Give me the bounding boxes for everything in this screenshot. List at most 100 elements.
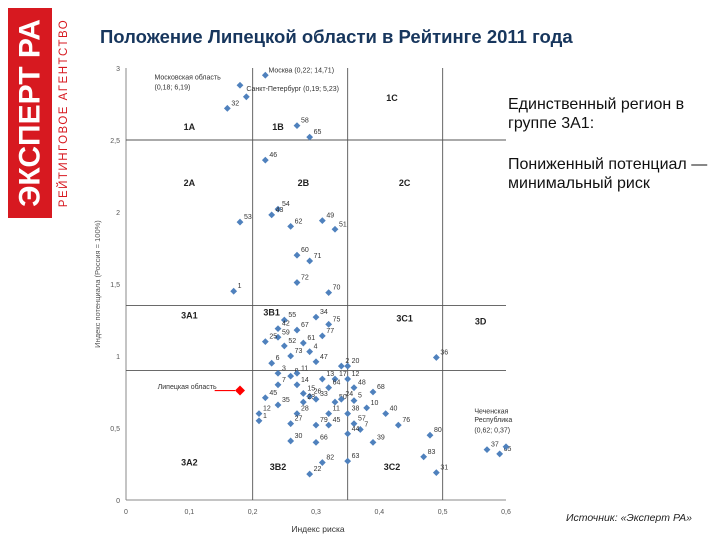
data-point bbox=[312, 313, 320, 321]
data-point-label: 72 bbox=[301, 275, 309, 282]
data-point-label: 11 bbox=[301, 365, 308, 372]
data-point bbox=[483, 446, 491, 453]
data-point bbox=[287, 223, 295, 230]
data-point-label: 60 bbox=[301, 247, 309, 254]
data-point-label: 51 bbox=[339, 221, 347, 228]
data-point bbox=[236, 81, 244, 89]
data-point bbox=[363, 404, 371, 412]
data-point bbox=[293, 251, 301, 259]
data-point-label: 1 bbox=[263, 413, 267, 420]
data-point bbox=[287, 420, 295, 428]
y-tick-label: 0,5 bbox=[110, 426, 120, 433]
data-point-label: 42 bbox=[282, 321, 290, 328]
data-point-label: 7 bbox=[282, 377, 286, 384]
data-point-label: 36 bbox=[440, 349, 448, 356]
data-point bbox=[293, 369, 301, 377]
data-point-label: 49 bbox=[326, 213, 334, 220]
data-point-label: 32 bbox=[231, 100, 239, 107]
data-point-label: 39 bbox=[377, 434, 385, 441]
data-point-label: 1 bbox=[238, 283, 242, 290]
data-point-label: 54 bbox=[282, 201, 290, 208]
data-point-label: 23 bbox=[307, 394, 315, 401]
data-point bbox=[344, 375, 352, 383]
y-axis-label: Индекс потенциала (Россия = 100%) bbox=[93, 220, 102, 348]
data-point bbox=[344, 410, 352, 417]
data-point bbox=[287, 372, 295, 380]
data-point-label: 14 bbox=[301, 377, 309, 384]
data-point-label: 33 bbox=[320, 391, 328, 398]
data-point-label: 35 bbox=[282, 397, 290, 404]
data-point-label: 4 bbox=[314, 344, 318, 351]
data-point bbox=[382, 410, 390, 417]
data-point-label: 25 bbox=[269, 334, 277, 341]
chart-annotation: Республика bbox=[474, 416, 512, 424]
data-point-label: 26 bbox=[314, 388, 322, 395]
data-point-label: 61 bbox=[307, 335, 315, 342]
data-point bbox=[274, 333, 282, 341]
data-point bbox=[293, 279, 301, 286]
zone-label: 2C bbox=[399, 178, 411, 188]
data-point bbox=[318, 459, 326, 466]
data-point-label: 79 bbox=[320, 417, 328, 424]
side-text-low-potential: Пониженный потенциал — минимальный риск bbox=[508, 156, 708, 192]
data-point-label: 27 bbox=[295, 416, 303, 423]
data-point bbox=[350, 384, 358, 392]
data-point bbox=[280, 316, 288, 324]
data-point-label: 20 bbox=[352, 358, 360, 365]
y-tick-label: 0 bbox=[116, 498, 120, 505]
data-point-label: 11 bbox=[333, 406, 340, 413]
data-point-label: 70 bbox=[333, 285, 341, 292]
data-point bbox=[318, 375, 326, 383]
data-point-label: 52 bbox=[288, 338, 296, 345]
data-point bbox=[274, 325, 282, 333]
data-point bbox=[261, 156, 269, 164]
data-point bbox=[325, 410, 333, 417]
data-point-label: 68 bbox=[377, 384, 385, 391]
zone-label: 3B1 bbox=[263, 308, 280, 318]
data-point-label: 5 bbox=[358, 393, 362, 400]
data-point bbox=[356, 426, 364, 433]
data-point bbox=[344, 430, 352, 438]
expert-ra-logo: ЭКСПЕРТ РА РЕЙТИНГОВОЕ АГЕНТСТВО bbox=[8, 8, 70, 218]
data-point-label: 45 bbox=[269, 390, 277, 397]
data-point bbox=[255, 417, 263, 425]
data-point-label: 40 bbox=[390, 406, 398, 413]
data-point bbox=[306, 392, 314, 400]
data-point bbox=[337, 362, 345, 370]
data-point-label: 37 bbox=[491, 442, 499, 449]
side-text-unique-region: Единственный регион в группе 3А1: bbox=[508, 96, 685, 132]
data-point bbox=[432, 469, 440, 477]
data-point-label: 62 bbox=[295, 218, 303, 225]
data-point-label: 71 bbox=[314, 253, 322, 260]
zone-label: 1C bbox=[386, 93, 398, 103]
data-point bbox=[312, 358, 320, 366]
data-point-label: 75 bbox=[333, 316, 341, 323]
data-point-label: 12 bbox=[263, 406, 271, 413]
data-point bbox=[306, 257, 314, 265]
data-point-label: 28 bbox=[301, 406, 309, 413]
data-point bbox=[287, 352, 295, 360]
zone-label: 1A bbox=[184, 122, 196, 132]
source-note: Источник: «Эксперт РА» bbox=[566, 512, 692, 524]
data-point-label: 59 bbox=[282, 329, 290, 336]
data-point bbox=[255, 410, 263, 417]
lipetsk-highlight-point bbox=[235, 385, 245, 396]
data-point bbox=[236, 218, 244, 226]
data-point-label: 53 bbox=[244, 214, 252, 221]
data-point-label: 7 bbox=[364, 421, 368, 428]
x-tick-label: 0,5 bbox=[438, 509, 448, 516]
data-point bbox=[306, 133, 314, 141]
y-tick-label: 1 bbox=[116, 354, 120, 361]
y-tick-label: 3 bbox=[116, 66, 120, 73]
data-point-label: 80 bbox=[434, 427, 442, 434]
data-point-label: 43 bbox=[276, 207, 284, 214]
data-point bbox=[274, 401, 282, 409]
data-point bbox=[261, 338, 269, 345]
data-point bbox=[350, 420, 358, 428]
data-point-label: 46 bbox=[269, 152, 277, 159]
zone-label: 2A bbox=[184, 178, 196, 188]
data-point-label: 57 bbox=[358, 416, 366, 423]
data-point-label: 10 bbox=[371, 400, 379, 407]
data-point bbox=[230, 287, 238, 295]
data-point bbox=[502, 443, 510, 451]
